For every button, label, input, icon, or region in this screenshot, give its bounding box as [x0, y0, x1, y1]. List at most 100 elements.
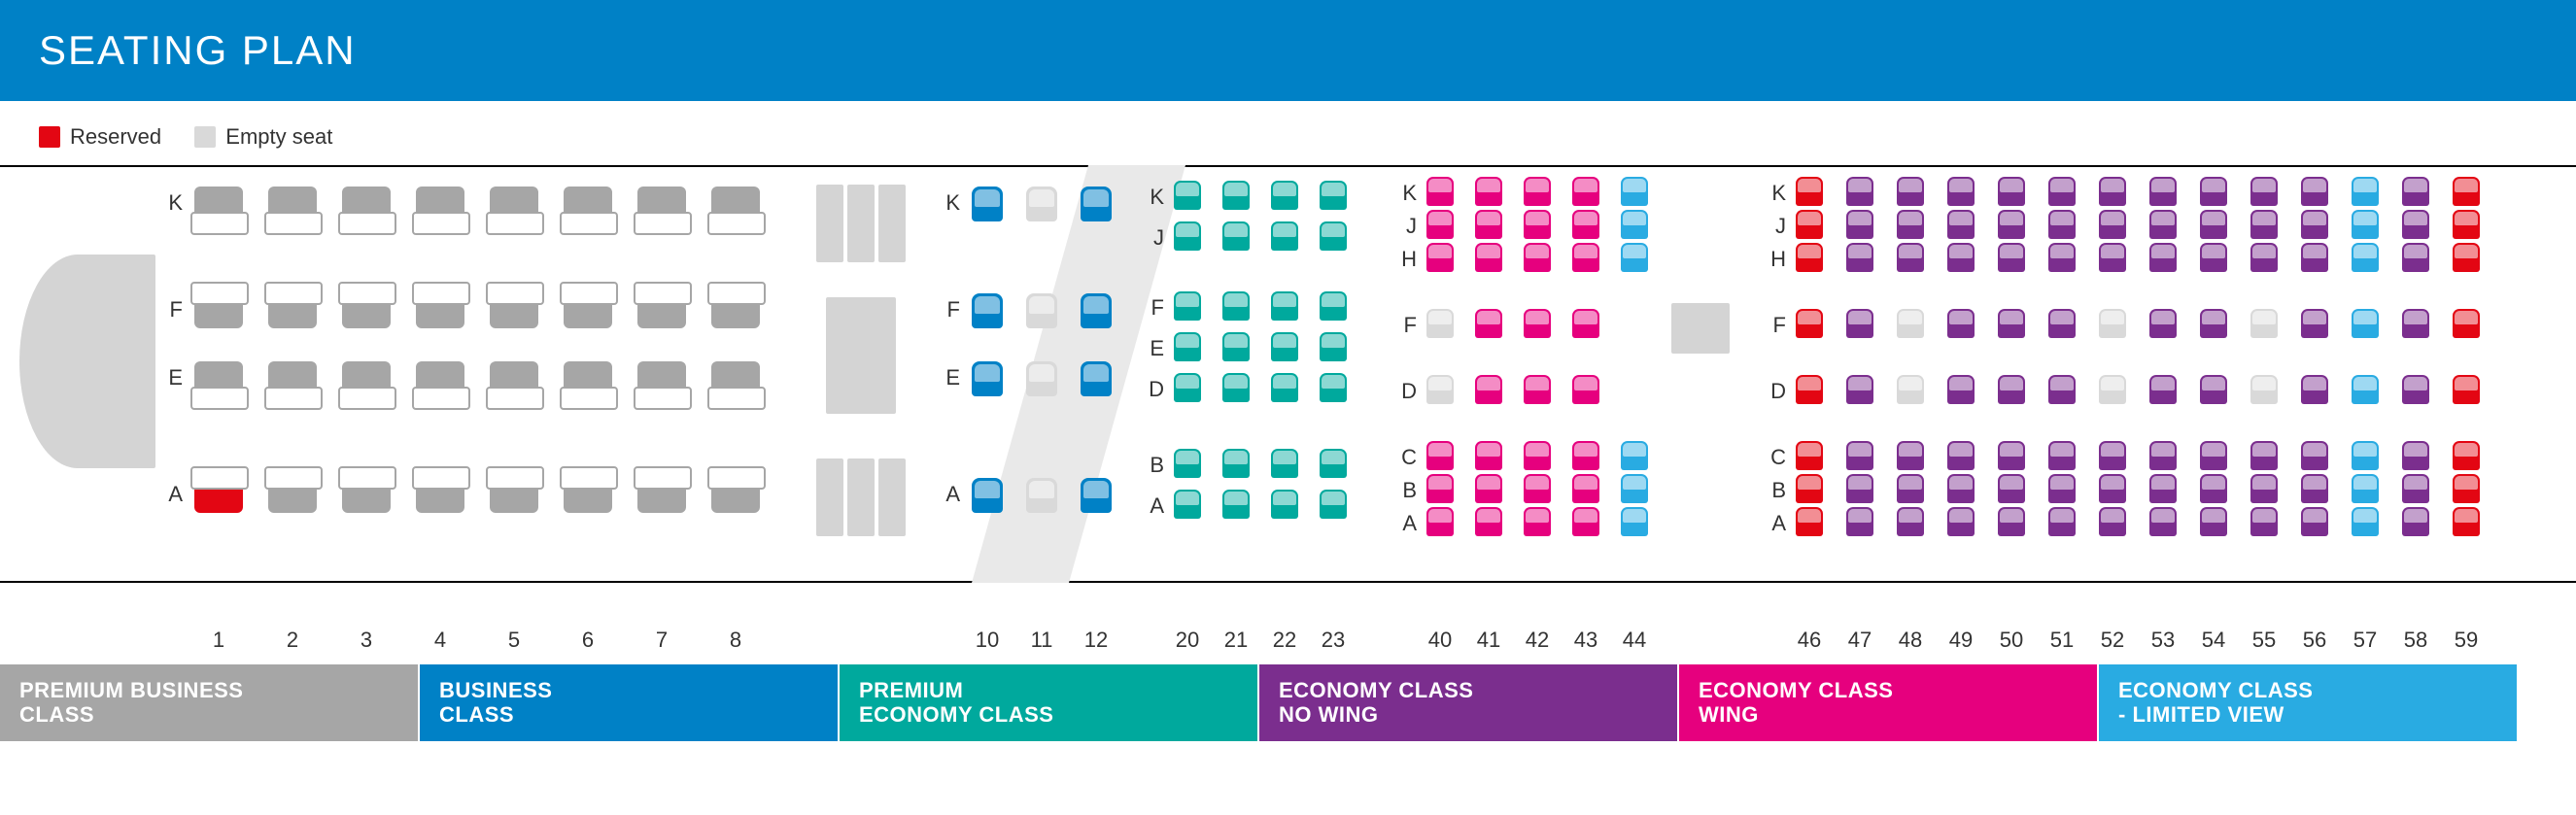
seat-C51[interactable]: [2048, 441, 2076, 470]
seat-E12[interactable]: [1081, 361, 1112, 396]
seat-A53[interactable]: [2149, 507, 2177, 536]
seat-K2[interactable]: [268, 187, 317, 221]
seat-J48[interactable]: [1897, 210, 1924, 239]
seat-D41[interactable]: [1475, 375, 1502, 404]
seat-B54[interactable]: [2200, 474, 2227, 503]
seat-D47[interactable]: [1846, 375, 1873, 404]
seat-F53[interactable]: [2149, 309, 2177, 338]
seat-B53[interactable]: [2149, 474, 2177, 503]
seat-F40[interactable]: [1426, 309, 1454, 338]
seat-K43[interactable]: [1572, 177, 1599, 206]
seat-H50[interactable]: [1998, 243, 2025, 272]
seat-F8[interactable]: [711, 293, 760, 328]
seat-D23[interactable]: [1320, 373, 1347, 402]
seat-D49[interactable]: [1947, 375, 1975, 404]
seat-H59[interactable]: [2453, 243, 2480, 272]
seat-B43[interactable]: [1572, 474, 1599, 503]
seat-F11[interactable]: [1026, 293, 1057, 328]
seat-A54[interactable]: [2200, 507, 2227, 536]
seat-A42[interactable]: [1524, 507, 1551, 536]
seat-C53[interactable]: [2149, 441, 2177, 470]
seat-A4[interactable]: [416, 478, 464, 513]
seat-D53[interactable]: [2149, 375, 2177, 404]
seat-F59[interactable]: [2453, 309, 2480, 338]
seat-J20[interactable]: [1174, 221, 1201, 251]
seat-D46[interactable]: [1796, 375, 1823, 404]
seat-A48[interactable]: [1897, 507, 1924, 536]
seat-F49[interactable]: [1947, 309, 1975, 338]
seat-H44[interactable]: [1621, 243, 1648, 272]
seat-K22[interactable]: [1271, 181, 1298, 210]
seat-F10[interactable]: [972, 293, 1003, 328]
seat-F51[interactable]: [2048, 309, 2076, 338]
seat-F47[interactable]: [1846, 309, 1873, 338]
seat-D42[interactable]: [1524, 375, 1551, 404]
seat-K21[interactable]: [1222, 181, 1250, 210]
seat-F43[interactable]: [1572, 309, 1599, 338]
seat-K44[interactable]: [1621, 177, 1648, 206]
seat-J42[interactable]: [1524, 210, 1551, 239]
seat-J54[interactable]: [2200, 210, 2227, 239]
seat-A6[interactable]: [564, 478, 612, 513]
seat-F50[interactable]: [1998, 309, 2025, 338]
seat-J40[interactable]: [1426, 210, 1454, 239]
seat-A47[interactable]: [1846, 507, 1873, 536]
seat-J46[interactable]: [1796, 210, 1823, 239]
seat-F55[interactable]: [2250, 309, 2278, 338]
seat-F7[interactable]: [637, 293, 686, 328]
seat-F12[interactable]: [1081, 293, 1112, 328]
seat-C55[interactable]: [2250, 441, 2278, 470]
seat-F20[interactable]: [1174, 291, 1201, 321]
seat-B55[interactable]: [2250, 474, 2278, 503]
seat-A12[interactable]: [1081, 478, 1112, 513]
seat-F48[interactable]: [1897, 309, 1924, 338]
seat-J52[interactable]: [2099, 210, 2126, 239]
seat-B40[interactable]: [1426, 474, 1454, 503]
seat-B23[interactable]: [1320, 449, 1347, 478]
seat-D43[interactable]: [1572, 375, 1599, 404]
seat-K54[interactable]: [2200, 177, 2227, 206]
seat-H40[interactable]: [1426, 243, 1454, 272]
seat-K7[interactable]: [637, 187, 686, 221]
seat-K6[interactable]: [564, 187, 612, 221]
seat-K52[interactable]: [2099, 177, 2126, 206]
seat-A52[interactable]: [2099, 507, 2126, 536]
seat-F21[interactable]: [1222, 291, 1250, 321]
seat-E5[interactable]: [490, 361, 538, 396]
seat-E11[interactable]: [1026, 361, 1057, 396]
seat-E7[interactable]: [637, 361, 686, 396]
seat-H46[interactable]: [1796, 243, 1823, 272]
seat-C57[interactable]: [2352, 441, 2379, 470]
seat-J51[interactable]: [2048, 210, 2076, 239]
seat-D59[interactable]: [2453, 375, 2480, 404]
seat-A22[interactable]: [1271, 490, 1298, 519]
seat-A1[interactable]: [194, 478, 243, 513]
seat-B41[interactable]: [1475, 474, 1502, 503]
seat-H52[interactable]: [2099, 243, 2126, 272]
seat-F22[interactable]: [1271, 291, 1298, 321]
seat-B21[interactable]: [1222, 449, 1250, 478]
seat-B47[interactable]: [1846, 474, 1873, 503]
seat-C59[interactable]: [2453, 441, 2480, 470]
seat-E3[interactable]: [342, 361, 391, 396]
seat-J47[interactable]: [1846, 210, 1873, 239]
seat-H48[interactable]: [1897, 243, 1924, 272]
seat-K23[interactable]: [1320, 181, 1347, 210]
seat-H54[interactable]: [2200, 243, 2227, 272]
seat-J57[interactable]: [2352, 210, 2379, 239]
seat-B46[interactable]: [1796, 474, 1823, 503]
seat-A23[interactable]: [1320, 490, 1347, 519]
seat-K42[interactable]: [1524, 177, 1551, 206]
seat-B58[interactable]: [2402, 474, 2429, 503]
seat-J21[interactable]: [1222, 221, 1250, 251]
seat-C52[interactable]: [2099, 441, 2126, 470]
seat-K40[interactable]: [1426, 177, 1454, 206]
seat-H47[interactable]: [1846, 243, 1873, 272]
seat-C48[interactable]: [1897, 441, 1924, 470]
seat-E2[interactable]: [268, 361, 317, 396]
seat-J43[interactable]: [1572, 210, 1599, 239]
seat-E8[interactable]: [711, 361, 760, 396]
seat-C54[interactable]: [2200, 441, 2227, 470]
seat-D40[interactable]: [1426, 375, 1454, 404]
seat-K55[interactable]: [2250, 177, 2278, 206]
